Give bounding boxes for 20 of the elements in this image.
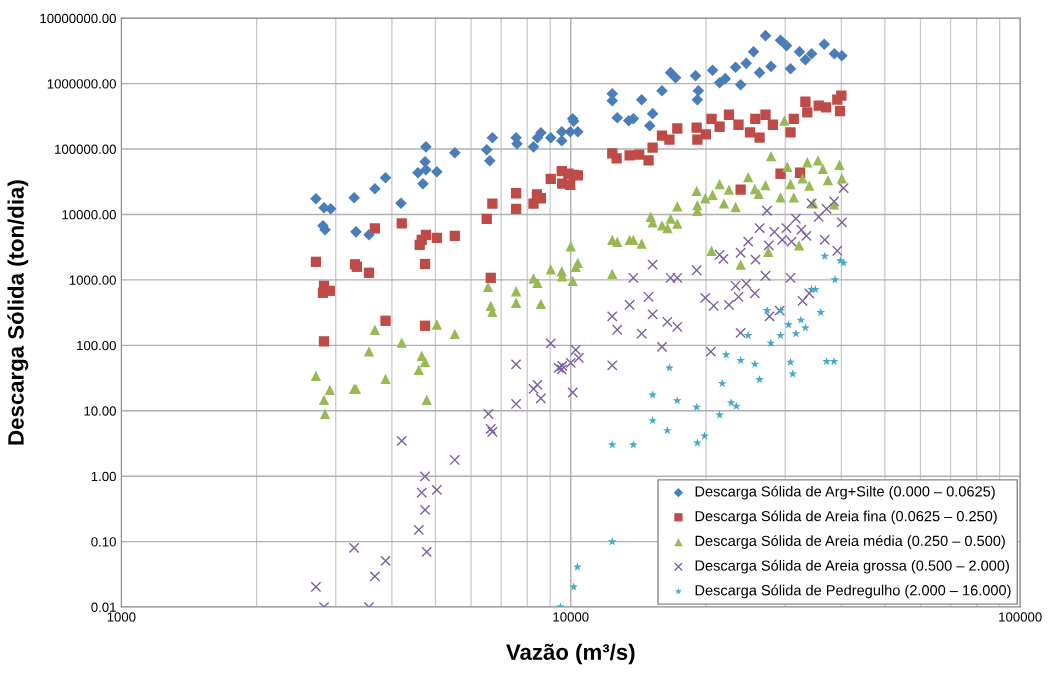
- y-tick-label: 10000.00: [62, 210, 116, 220]
- x-tick-label: 1000: [107, 612, 136, 622]
- y-tick-label: 100.00: [77, 340, 116, 351]
- legend-label: Descarga Sólida de Pedregulho (2.000 – 16.000): [695, 584, 1011, 599]
- x-axis-title: Vazão (m³/s): [506, 643, 635, 665]
- y-tick-label: 1000000.00: [47, 79, 116, 89]
- y-tick-label: 0.01: [91, 602, 116, 612]
- y-tick-label: 1.00: [91, 471, 116, 482]
- legend-label: Descarga Sólida de Arg+Silte (0.000 – 0.0625): [695, 485, 995, 500]
- y-tick-label: 1000.00: [69, 275, 116, 285]
- y-axis-title: Descarga Sólida (ton/dia): [7, 180, 29, 445]
- y-tick-label: 10000000.00: [40, 13, 116, 24]
- x-tick-label: 10000: [553, 612, 589, 622]
- y-tick-label: 0.10: [91, 537, 116, 547]
- legend-label: Descarga Sólida de Areia grossa (0.500 – 2.000): [695, 559, 1009, 574]
- legend-label: Descarga Sólida de Areia média (0.250 – 0.500): [695, 535, 1005, 549]
- x-tick-label: 100000: [999, 612, 1042, 622]
- legend-label: Descarga Sólida de Areia fina (0.0625 – 0.250): [695, 510, 997, 525]
- y-tick-label: 100000.00: [55, 144, 116, 154]
- y-tick-label: 10.00: [84, 406, 116, 416]
